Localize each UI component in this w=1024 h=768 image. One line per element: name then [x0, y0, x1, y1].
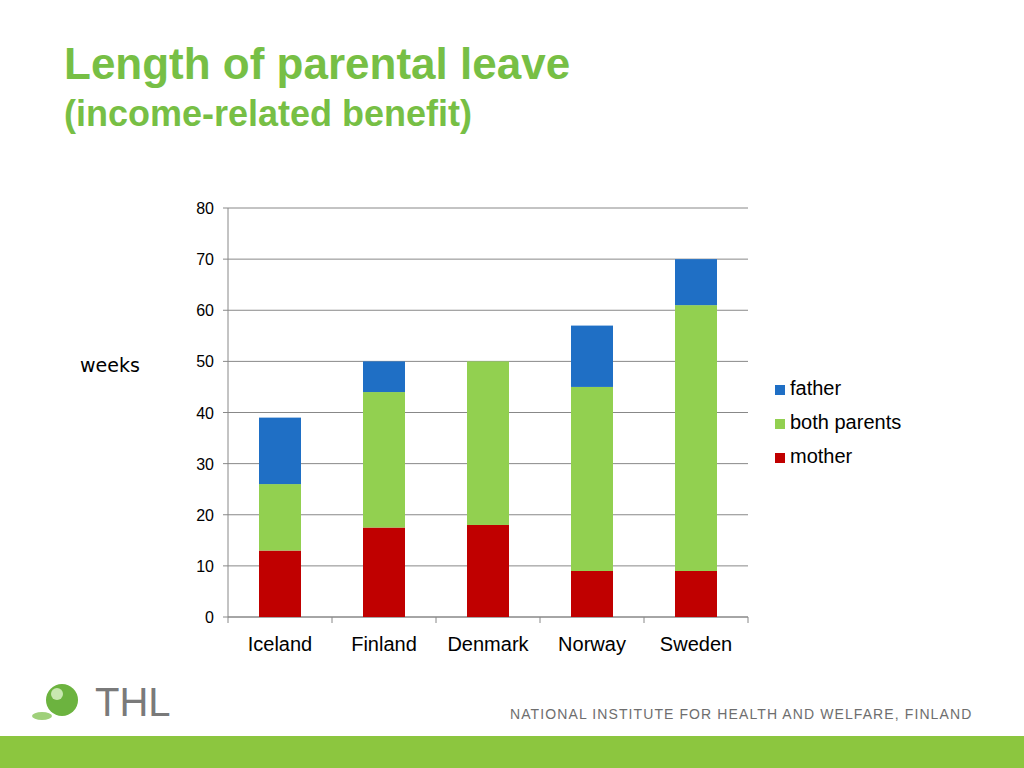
y-tick [223, 463, 228, 464]
x-tick [332, 617, 333, 623]
bar-segment [571, 387, 613, 571]
footer-text: NATIONAL INSTITUTE FOR HEALTH AND WELFAR… [510, 706, 972, 722]
title: Length of parental leave [64, 39, 570, 88]
x-tick [540, 617, 541, 623]
grid-line [228, 208, 748, 209]
y-tick [223, 208, 228, 209]
grid-line [228, 259, 748, 260]
y-axis-label: weeks [80, 354, 140, 376]
logo-highlight [51, 688, 63, 700]
y-tick [223, 310, 228, 311]
y-tick [223, 361, 228, 362]
legend-swatch [775, 453, 785, 463]
bar-segment [467, 361, 509, 362]
y-axis [228, 208, 229, 617]
logo-sphere [46, 684, 78, 716]
legend-label: father [790, 377, 841, 399]
legend-label: mother [790, 445, 853, 467]
y-tick-label: 40 [196, 405, 214, 422]
footer-band [0, 736, 1024, 768]
x-tick-label: Iceland [248, 633, 313, 655]
x-tick-label: Norway [558, 633, 626, 655]
y-tick [223, 565, 228, 566]
background [0, 0, 1024, 768]
subtitle: (income-related benefit) [64, 93, 472, 134]
y-tick-label: 30 [196, 456, 214, 473]
logo [32, 684, 78, 720]
y-tick [223, 259, 228, 260]
grid-line [228, 310, 748, 311]
bar-segment [363, 528, 405, 617]
bar-segment [363, 361, 405, 392]
y-tick-label: 60 [196, 302, 214, 319]
bar-segment [259, 484, 301, 550]
logo-text: THL [95, 680, 171, 724]
bar-segment [467, 525, 509, 617]
bar-segment [675, 259, 717, 305]
y-tick [223, 514, 228, 515]
x-tick [748, 617, 749, 623]
y-tick-label: 80 [196, 200, 214, 217]
x-tick-label: Finland [351, 633, 417, 655]
bars [259, 259, 717, 617]
y-tick-label: 70 [196, 251, 214, 268]
bar-segment [259, 418, 301, 484]
x-tick [436, 617, 437, 623]
y-tick-label: 20 [196, 507, 214, 524]
x-tick [644, 617, 645, 623]
bar-segment [363, 392, 405, 527]
bar-segment [571, 571, 613, 617]
x-tick [228, 617, 229, 623]
legend-swatch [775, 419, 785, 429]
bar-segment [259, 551, 301, 617]
y-tick-label: 10 [196, 558, 214, 575]
y-tick [223, 617, 228, 618]
bar-segment [675, 571, 717, 617]
bar-segment [571, 326, 613, 387]
bar-segment [467, 361, 509, 525]
logo-leaf [32, 712, 52, 720]
chart-root: Length of parental leave (income-related … [0, 0, 1024, 768]
y-tick-label: 0 [205, 609, 214, 626]
x-tick-label: Denmark [447, 633, 529, 655]
bar-segment [675, 305, 717, 571]
legend-swatch [775, 385, 785, 395]
legend-label: both parents [790, 411, 901, 433]
y-tick-label: 50 [196, 353, 214, 370]
y-tick [223, 412, 228, 413]
x-tick-label: Sweden [660, 633, 732, 655]
